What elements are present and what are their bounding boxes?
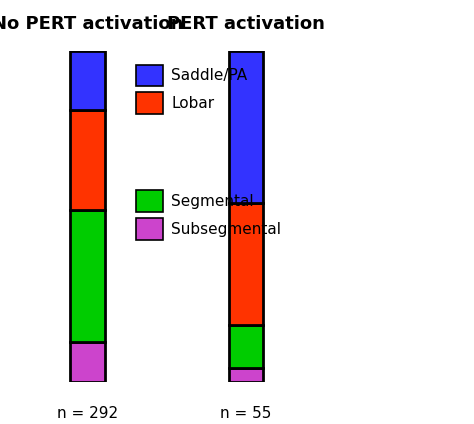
Bar	[228, 51, 264, 203]
Bar	[228, 203, 264, 325]
Legend: Segmental, Subsegmental: Segmental, Subsegmental	[130, 184, 287, 246]
Bar	[70, 51, 105, 110]
Bar	[228, 368, 264, 382]
Text: No PERT activation: No PERT activation	[0, 15, 183, 33]
Bar	[70, 209, 105, 342]
Text: n = 55: n = 55	[220, 406, 272, 421]
Text: n = 292: n = 292	[57, 406, 118, 421]
Bar	[228, 325, 264, 368]
Text: PERT activation: PERT activation	[167, 15, 325, 33]
Bar	[70, 342, 105, 382]
Bar	[70, 110, 105, 209]
